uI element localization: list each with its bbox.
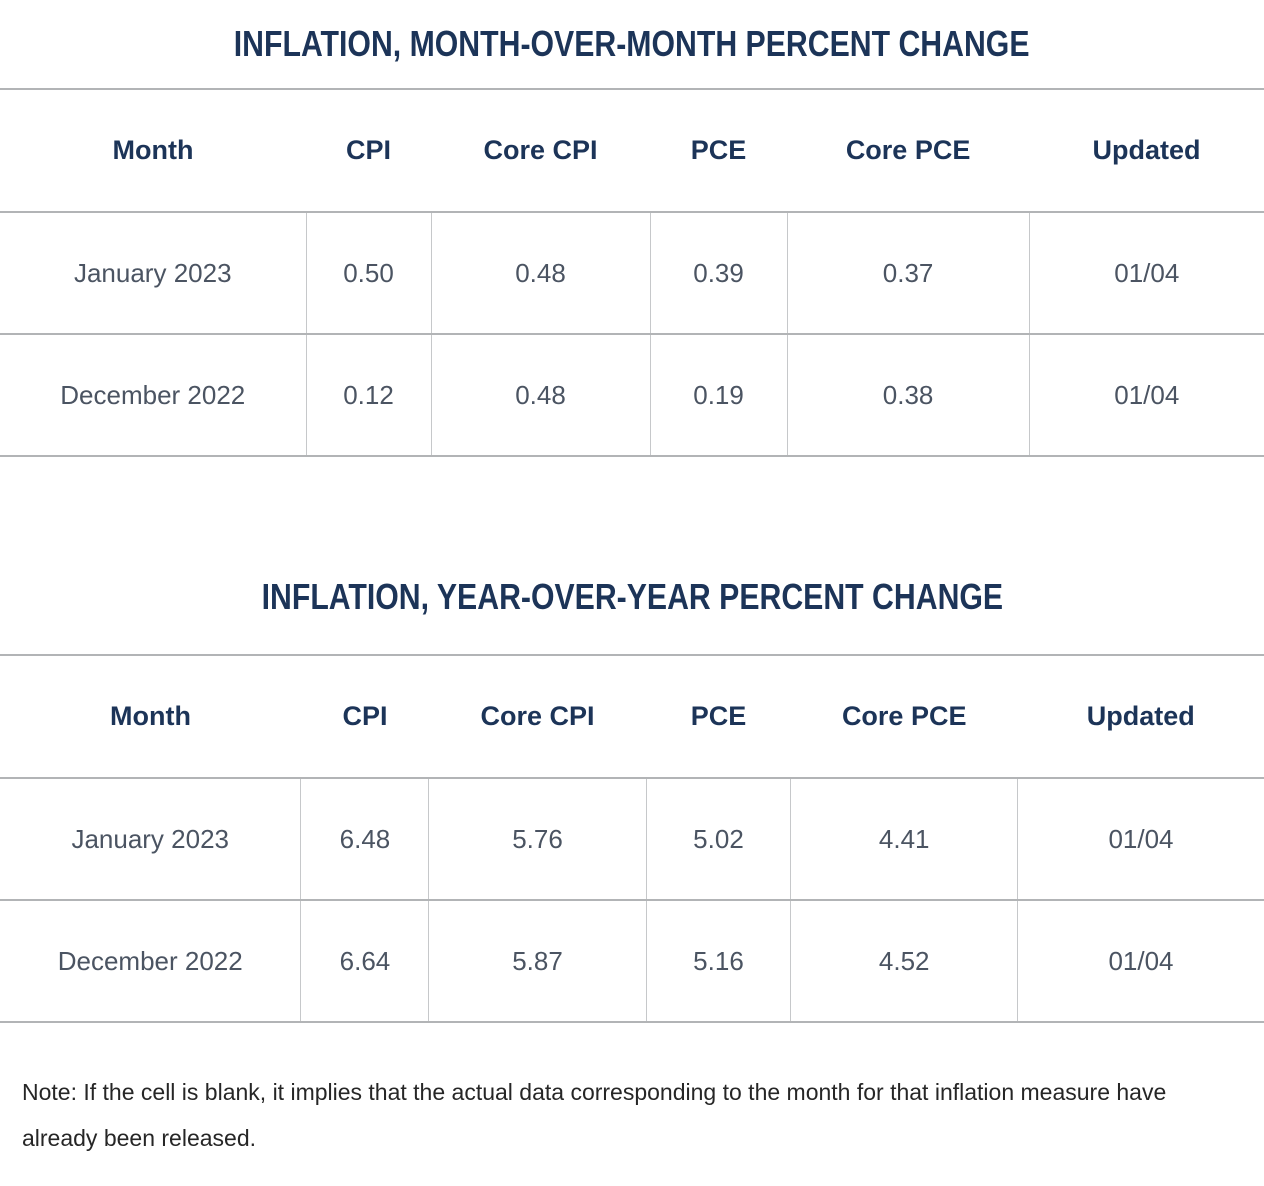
mom-dec2022-cpi: 0.12 <box>305 334 431 456</box>
mom-column-header-core-pce: Core PCE <box>845 135 971 165</box>
yoy-dec2022-pce: 5.16 <box>645 900 791 1022</box>
mom-column-header-pce: PCE <box>690 135 747 165</box>
mom-dec2022-core-cpi: 0.48 <box>430 334 651 456</box>
yoy-dec2022-updated: 01/04 <box>1016 900 1264 1022</box>
footnote: Note: If the cell is blank, it implies t… <box>22 1079 1167 1151</box>
yoy-column-header-pce: PCE <box>690 701 747 731</box>
yoy-column-header-core-pce: Core PCE <box>841 701 967 731</box>
yoy-jan2023-month: January 2023 <box>71 823 229 854</box>
mom-inflation-table: Month CPI Core CPI PCE Core PCE Updated … <box>0 88 1264 457</box>
mom-jan2023-cpi: 0.50 <box>305 212 431 334</box>
mom-jan2023-updated: 01/04 <box>1028 212 1264 334</box>
table-row: December 2022 0.12 0.48 0.19 0.38 01/04 <box>0 334 1264 456</box>
yoy-jan2023-pce: 5.02 <box>645 778 791 900</box>
yoy-jan2023-cpi: 6.48 <box>300 778 429 900</box>
yoy-header-row: Month CPI Core CPI PCE Core PCE Updated <box>0 655 1264 778</box>
table-row: December 2022 6.64 5.87 5.16 4.52 01/04 <box>0 900 1264 1022</box>
yoy-inflation-section: INFLATION, YEAR-OVER-YEAR PERCENT CHANGE… <box>0 457 1264 1023</box>
mom-jan2023-month: January 2023 <box>73 257 232 288</box>
mom-inflation-section: INFLATION, MONTH-OVER-MONTH PERCENT CHAN… <box>0 0 1264 457</box>
yoy-column-header-core-cpi: Core CPI <box>480 701 595 731</box>
yoy-dec2022-core-pce: 4.52 <box>790 900 1018 1022</box>
mom-column-header-cpi: CPI <box>345 135 391 165</box>
mom-column-header-core-cpi: Core CPI <box>483 135 598 165</box>
yoy-table-title-text: INFLATION, YEAR-OVER-YEAR PERCENT CHANGE <box>261 575 1003 617</box>
yoy-inflation-table: Month CPI Core CPI PCE Core PCE Updated … <box>0 654 1264 1023</box>
yoy-column-header-month: Month <box>109 701 191 731</box>
yoy-jan2023-core-cpi: 5.76 <box>428 778 646 900</box>
mom-table-title-text: INFLATION, MONTH-OVER-MONTH PERCENT CHAN… <box>234 23 1030 64</box>
mom-jan2023-core-cpi: 0.48 <box>430 212 651 334</box>
mom-dec2022-pce: 0.19 <box>649 334 788 456</box>
yoy-column-header-cpi: CPI <box>342 701 388 731</box>
yoy-table-title: INFLATION, YEAR-OVER-YEAR PERCENT CHANGE <box>0 457 1264 654</box>
table-row: January 2023 6.48 5.76 5.02 4.41 01/04 <box>0 778 1264 900</box>
mom-column-header-month: Month <box>112 135 194 165</box>
yoy-jan2023-core-pce: 4.41 <box>790 778 1018 900</box>
mom-table-title: INFLATION, MONTH-OVER-MONTH PERCENT CHAN… <box>0 0 1264 88</box>
yoy-column-header-updated: Updated <box>1086 701 1195 731</box>
mom-column-header-updated: Updated <box>1092 135 1201 165</box>
mom-jan2023-core-pce: 0.37 <box>786 212 1030 334</box>
table-row: January 2023 0.50 0.48 0.39 0.37 01/04 <box>0 212 1264 334</box>
yoy-dec2022-cpi: 6.64 <box>300 900 429 1022</box>
mom-dec2022-month: December 2022 <box>60 379 246 410</box>
yoy-dec2022-core-cpi: 5.87 <box>428 900 646 1022</box>
mom-jan2023-pce: 0.39 <box>649 212 788 334</box>
yoy-dec2022-month: December 2022 <box>57 945 243 976</box>
mom-dec2022-core-pce: 0.38 <box>786 334 1030 456</box>
mom-dec2022-updated: 01/04 <box>1028 334 1264 456</box>
mom-header-row: Month CPI Core CPI PCE Core PCE Updated <box>0 89 1264 212</box>
yoy-jan2023-updated: 01/04 <box>1016 778 1264 900</box>
